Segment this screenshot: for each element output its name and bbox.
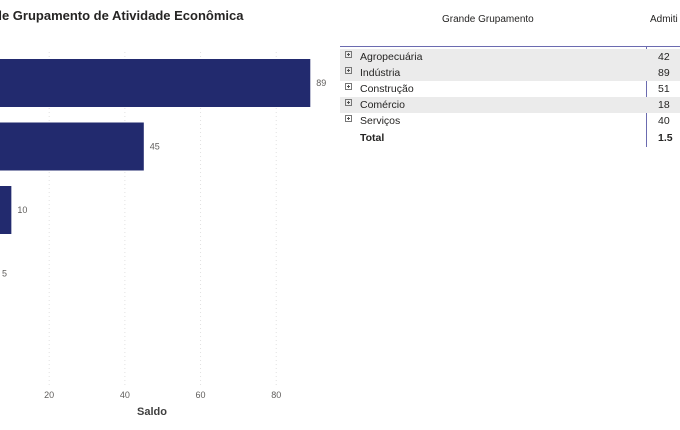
header-divider [340, 46, 680, 47]
row-value: 42 [658, 51, 670, 63]
bar-chart: 20 40 60 80 89 45 10 5 Saldo [0, 52, 326, 418]
total-value: 1.5 [658, 132, 673, 144]
row-label: Comércio [360, 99, 405, 111]
column-header-group[interactable]: Grande Grupamento [442, 14, 534, 25]
total-row: Total 1.5 [340, 130, 680, 146]
table-row: Indústria 89 [340, 65, 680, 81]
row-value: 40 [658, 115, 670, 127]
x-axis-title: Saldo [137, 406, 167, 418]
column-header-admissions[interactable]: Admiti [650, 14, 678, 25]
bar-value-label: 89 [316, 78, 326, 88]
chart-title: de Grupamento de Atividade Econômica [0, 8, 244, 23]
bar-value-label: 10 [17, 205, 27, 215]
expand-icon[interactable] [345, 51, 352, 58]
bar [0, 59, 311, 107]
row-label: Indústria [360, 67, 401, 79]
row-value: 51 [658, 83, 670, 95]
matrix-table: Grande Grupamento Admiti Agropecuária 42… [340, 0, 680, 160]
x-tick-label: 60 [196, 390, 206, 400]
table-row: Construção 51 [340, 81, 680, 97]
table-row: Agropecuária 42 [340, 49, 680, 65]
row-value: 89 [658, 67, 670, 79]
bar-value-label: 45 [150, 142, 160, 152]
row-value: 18 [658, 99, 670, 111]
bar [0, 186, 12, 234]
total-label: Total [360, 132, 385, 144]
expand-icon[interactable] [345, 67, 352, 74]
expand-icon[interactable] [345, 115, 352, 122]
expand-icon[interactable] [345, 83, 352, 90]
expand-icon[interactable] [345, 99, 352, 106]
row-label: Agropecuária [360, 51, 423, 63]
bar-value-label: 5 [2, 269, 7, 279]
x-tick-label: 40 [120, 390, 130, 400]
x-tick-label: 20 [44, 390, 54, 400]
x-tick-label: 80 [271, 390, 281, 400]
row-label: Serviços [360, 115, 401, 127]
bar [0, 122, 144, 171]
row-label: Construção [360, 83, 414, 95]
table-row: Comércio 18 [340, 97, 680, 113]
table-row: Serviços 40 [340, 113, 680, 129]
